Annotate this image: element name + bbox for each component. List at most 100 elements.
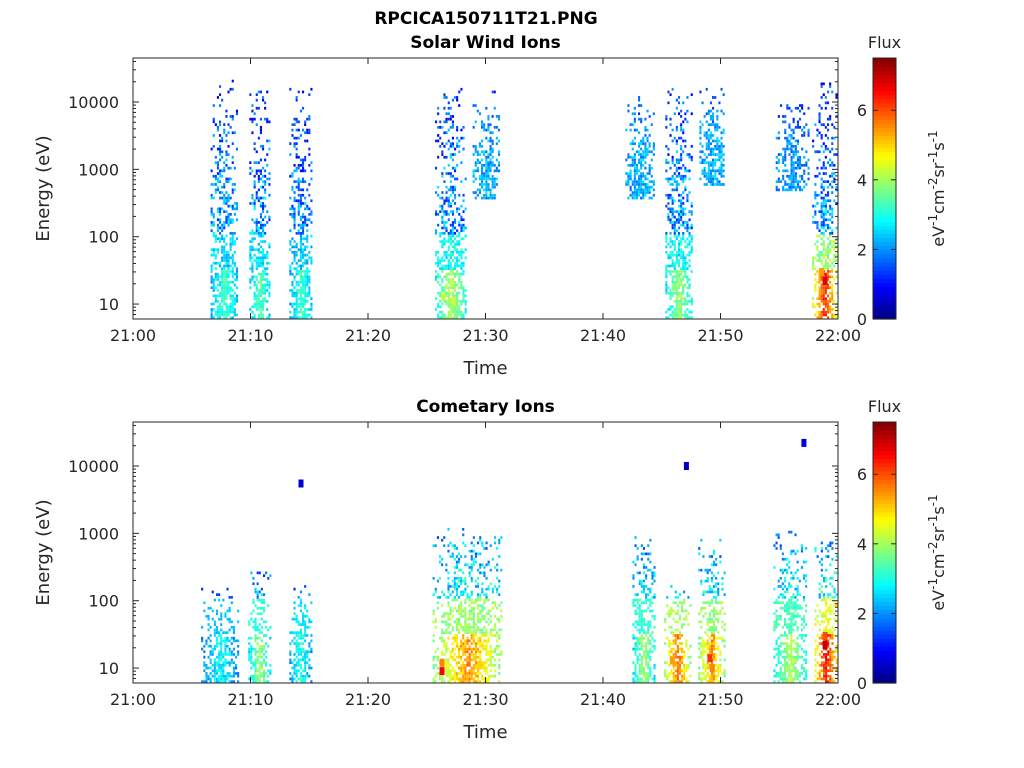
- heatmap-cell: [474, 552, 477, 556]
- heatmap-cell: [777, 161, 780, 164]
- heatmap-cell: [268, 139, 271, 143]
- heatmap-cell: [451, 234, 454, 238]
- heatmap-cell: [474, 601, 477, 605]
- heatmap-cell: [676, 677, 679, 681]
- heatmap-cell: [264, 169, 267, 173]
- heatmap-cell: [251, 202, 254, 205]
- heatmap-cell: [792, 136, 795, 140]
- heatmap-cell: [822, 82, 825, 86]
- heatmap-cell: [829, 275, 832, 279]
- heatmap-cell: [451, 316, 454, 319]
- heatmap-cell: [483, 598, 486, 602]
- heatmap-cell: [447, 669, 450, 673]
- heatmap-cell: [264, 101, 267, 105]
- heatmap-cell: [451, 174, 454, 178]
- heatmap-cell: [205, 674, 208, 678]
- heatmap-cell: [638, 131, 641, 135]
- heatmap-cell: [675, 174, 678, 178]
- heatmap-cell: [636, 547, 639, 550]
- heatmap-cell: [827, 267, 830, 270]
- heatmap-cell: [666, 677, 669, 681]
- heatmap-cell: [642, 636, 645, 640]
- heatmap-cell: [257, 294, 260, 298]
- heatmap-cell: [304, 634, 307, 637]
- heatmap-cell: [449, 606, 452, 610]
- heatmap-cell: [638, 153, 641, 156]
- heatmap-cell: [253, 302, 256, 306]
- heatmap-cell: [682, 128, 685, 132]
- heatmap-cell: [219, 93, 222, 96]
- heatmap-cell: [462, 126, 465, 129]
- heatmap-cell: [302, 215, 305, 219]
- heatmap-cell: [226, 661, 229, 664]
- heatmap-cell: [228, 680, 231, 683]
- heatmap-cell: [293, 218, 296, 222]
- heatmap-cell: [816, 297, 819, 300]
- heatmap-cell: [449, 106, 452, 110]
- heatmap-cell: [665, 310, 668, 314]
- heatmap-cell: [257, 264, 260, 268]
- heatmap-cell: [453, 571, 456, 575]
- heatmap-cell: [671, 87, 674, 91]
- heatmap-cell: [304, 294, 307, 298]
- heatmap-cell: [248, 655, 251, 659]
- heatmap-cell: [707, 166, 710, 170]
- heatmap-cell: [299, 202, 302, 205]
- heatmap-cell: [685, 642, 688, 645]
- heatmap-cell: [437, 223, 440, 227]
- panel-title: Solar Wind Ions: [410, 33, 561, 53]
- heatmap-cell: [235, 270, 238, 273]
- heatmap-cell: [835, 253, 838, 257]
- heatmap-cell: [222, 674, 225, 678]
- heatmap-cell: [831, 136, 834, 140]
- heatmap-cell: [483, 172, 486, 175]
- heatmap-cell: [212, 316, 215, 319]
- heatmap-cell: [257, 229, 260, 232]
- heatmap-cell: [297, 202, 300, 205]
- heatmap-cell: [462, 609, 465, 613]
- heatmap-cell: [827, 210, 830, 213]
- heatmap-cell: [491, 180, 494, 183]
- heatmap-cell: [682, 196, 685, 200]
- heatmap-cell: [468, 647, 471, 651]
- heatmap-cell: [470, 609, 473, 613]
- heatmap-cell: [481, 177, 484, 181]
- heatmap-cell: [210, 313, 213, 317]
- heatmap-cell: [716, 128, 719, 132]
- heatmap-cell: [464, 639, 467, 643]
- heatmap-cell: [451, 552, 454, 556]
- heatmap-cell: [235, 272, 238, 276]
- heatmap-cell: [702, 606, 705, 610]
- heatmap-cell: [214, 174, 217, 178]
- heatmap-cell: [295, 308, 298, 311]
- heatmap-cell: [686, 261, 689, 265]
- heatmap-cell: [818, 275, 821, 279]
- heatmap-cell: [638, 112, 641, 116]
- heatmap-cell: [304, 155, 307, 159]
- heatmap-cell: [470, 625, 473, 629]
- heatmap-cell: [226, 639, 229, 643]
- heatmap-cell: [640, 117, 643, 121]
- heatmap-cell: [684, 300, 687, 303]
- heatmap-cell: [665, 264, 668, 268]
- heatmap-cell: [458, 232, 461, 235]
- heatmap-cell: [668, 644, 671, 648]
- heatmap-cell: [454, 289, 457, 292]
- heatmap-cell: [680, 123, 683, 126]
- heatmap-cell: [675, 272, 678, 276]
- heatmap-cell: [259, 213, 262, 216]
- heatmap-cell: [674, 674, 677, 678]
- heatmap-cell: [219, 196, 222, 200]
- heatmap-cell: [304, 202, 307, 205]
- heatmap-cell: [489, 674, 492, 678]
- heatmap-cell: [445, 278, 448, 281]
- heatmap-cell: [436, 601, 439, 605]
- heatmap-cell: [269, 574, 272, 577]
- colorbar-segment: [873, 306, 896, 312]
- heatmap-cell: [698, 636, 701, 640]
- heatmap-cell: [213, 672, 216, 675]
- heatmap-cell: [820, 183, 823, 186]
- colorbar-segment: [873, 261, 896, 267]
- heatmap-cell: [649, 620, 652, 624]
